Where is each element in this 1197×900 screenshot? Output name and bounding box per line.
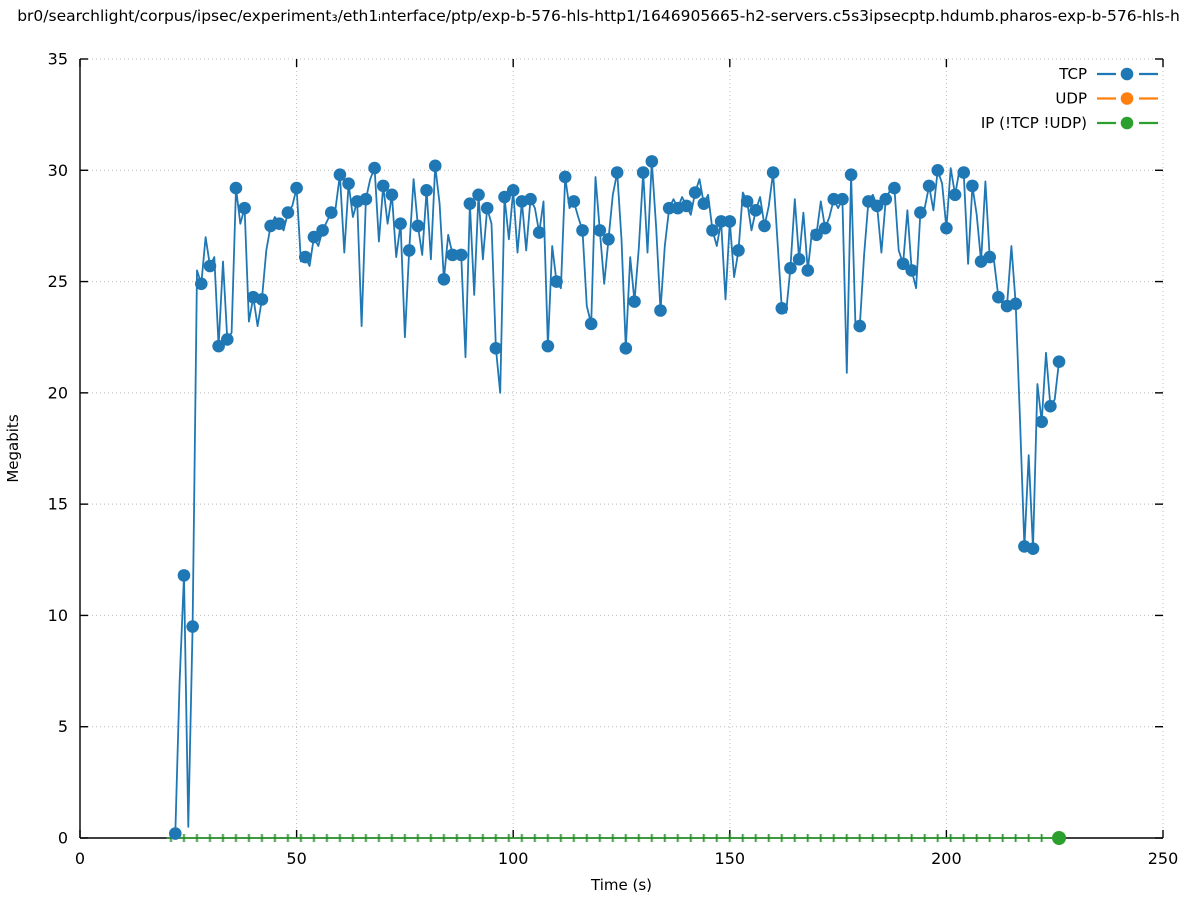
legend-item-tcp: TCP: [1058, 65, 1158, 83]
ip-end-marker: [1052, 831, 1067, 845]
svg-text:250: 250: [1148, 849, 1179, 868]
legend-marker-icon: [1120, 92, 1134, 105]
x-axis-label: Time (s): [590, 876, 652, 894]
svg-text:10: 10: [48, 606, 68, 625]
y-axis-label: Megabits: [4, 414, 22, 482]
svg-text:150: 150: [715, 849, 746, 868]
svg-text:15: 15: [48, 495, 68, 514]
svg-text:100: 100: [498, 849, 529, 868]
svg-text:25: 25: [48, 272, 68, 291]
x-tick-labels: 0 50 100 150 200 250: [75, 849, 1178, 868]
legend-label: TCP: [1058, 65, 1087, 83]
legend-label: UDP: [1055, 90, 1087, 108]
svg-text:200: 200: [931, 849, 962, 868]
svg-text:5: 5: [58, 717, 68, 736]
series-tcp: [169, 155, 1066, 840]
svg-text:20: 20: [48, 383, 68, 402]
svg-text:50: 50: [286, 849, 306, 868]
legend-marker-icon: [1120, 116, 1134, 130]
legend-label: IP (!TCP !UDP): [981, 114, 1087, 132]
chart-title: br0/searchlight/corpus/ipsec/experiment₃…: [17, 7, 1180, 25]
plot-border-dotted: [80, 58, 1164, 838]
legend: TCP UDP IP (!TCP !UDP): [981, 65, 1158, 132]
y-tick-labels: 0 5 10 15 20 25 30 35: [48, 50, 68, 848]
svg-text:35: 35: [48, 50, 68, 69]
series-ip: [166, 831, 1067, 845]
legend-marker-icon: [1120, 67, 1134, 81]
svg-text:30: 30: [48, 161, 68, 180]
svg-text:0: 0: [75, 849, 85, 868]
svg-text:0: 0: [58, 829, 68, 848]
legend-item-ip-tcp-udp: IP (!TCP !UDP): [981, 114, 1158, 132]
legend-item-udp: UDP: [1055, 90, 1158, 108]
